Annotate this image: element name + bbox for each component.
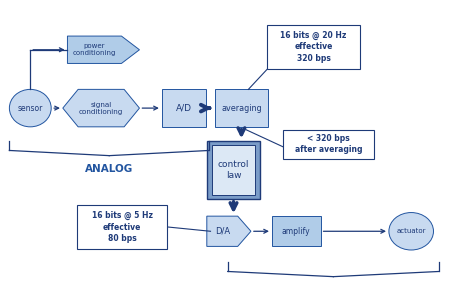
- Text: signal
conditioning: signal conditioning: [79, 102, 123, 115]
- Polygon shape: [207, 216, 251, 246]
- Text: sensor: sensor: [18, 103, 43, 113]
- Polygon shape: [63, 89, 139, 127]
- Text: amplify: amplify: [282, 227, 310, 236]
- FancyBboxPatch shape: [283, 130, 374, 158]
- Ellipse shape: [389, 213, 434, 250]
- Text: averaging: averaging: [221, 103, 262, 113]
- Polygon shape: [67, 36, 139, 64]
- Text: control
law: control law: [218, 160, 249, 180]
- FancyBboxPatch shape: [162, 89, 206, 127]
- Text: power
conditioning: power conditioning: [73, 43, 116, 56]
- Text: D/A: D/A: [215, 227, 230, 236]
- Polygon shape: [272, 216, 320, 246]
- FancyBboxPatch shape: [207, 141, 260, 199]
- Text: ANALOG: ANALOG: [85, 164, 133, 174]
- Text: < 320 bps
after averaging: < 320 bps after averaging: [295, 134, 363, 154]
- FancyBboxPatch shape: [212, 145, 255, 196]
- Text: actuator: actuator: [396, 228, 426, 234]
- Text: A/D: A/D: [176, 103, 192, 113]
- Text: 16 bits @ 20 Hz
effective
320 bps: 16 bits @ 20 Hz effective 320 bps: [281, 31, 347, 63]
- FancyBboxPatch shape: [77, 205, 167, 249]
- FancyBboxPatch shape: [215, 89, 268, 127]
- Text: 16 bits @ 5 Hz
effective
80 bps: 16 bits @ 5 Hz effective 80 bps: [91, 211, 153, 243]
- Ellipse shape: [9, 89, 51, 127]
- FancyBboxPatch shape: [267, 24, 360, 69]
